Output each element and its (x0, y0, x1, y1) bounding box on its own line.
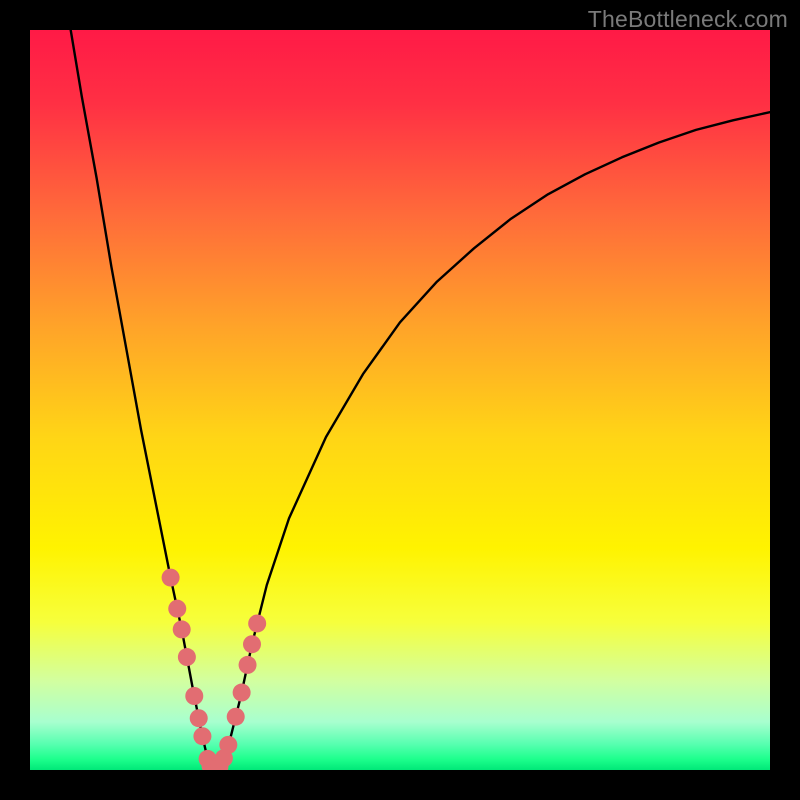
marker-dot (248, 614, 266, 632)
chart-area (30, 30, 770, 770)
marker-dot (178, 648, 196, 666)
marker-dot (185, 687, 203, 705)
figure-root: TheBottleneck.com (0, 0, 800, 800)
marker-dot (193, 727, 211, 745)
marker-dot (190, 709, 208, 727)
bottleneck-curve (71, 30, 770, 768)
chart-overlay (30, 30, 770, 770)
watermark-text: TheBottleneck.com (588, 6, 788, 33)
marker-dot (233, 684, 251, 702)
marker-dot (168, 600, 186, 618)
marker-dot (227, 708, 245, 726)
marker-dot (239, 656, 257, 674)
marker-dot (162, 569, 180, 587)
marker-group (162, 569, 267, 770)
marker-dot (219, 736, 237, 754)
marker-dot (173, 620, 191, 638)
marker-dot (243, 635, 261, 653)
